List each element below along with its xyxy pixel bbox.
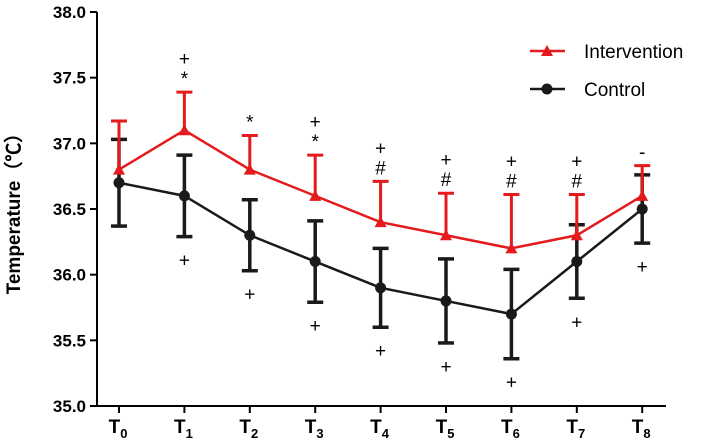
data-point <box>374 216 387 228</box>
data-point <box>636 203 648 215</box>
significance-mark: # <box>572 172 583 193</box>
x-tick-label-subscript: 4 <box>382 426 390 441</box>
x-tick-label-subscript: 1 <box>186 426 193 441</box>
x-tick-label-base: T <box>370 417 382 438</box>
legend-label: Intervention <box>584 42 683 63</box>
significance-mark: + <box>179 251 190 272</box>
significance-mark: + <box>571 152 582 173</box>
y-tick-label: 36.0 <box>53 266 86 285</box>
x-tick-label-base: T <box>174 417 186 438</box>
y-tick-label: 38.0 <box>53 3 86 22</box>
significance-mark: + <box>375 138 386 159</box>
significance-mark: + <box>440 357 451 378</box>
y-axis-title: Temperature（℃） <box>2 124 25 295</box>
significance-mark: # <box>506 172 517 193</box>
x-tick-label-subscript: 8 <box>643 426 650 441</box>
data-point <box>244 229 256 241</box>
significance-mark: + <box>506 373 517 394</box>
series-control <box>111 137 651 361</box>
annotations: +** +* +# +#+#+#-++++++++ <box>179 49 648 394</box>
data-point <box>440 295 452 307</box>
data-point <box>570 229 583 241</box>
x-tick-label-base: T <box>501 417 513 438</box>
x-tick-label-subscript: 2 <box>251 426 258 441</box>
data-point <box>375 282 387 294</box>
data-point <box>113 177 125 189</box>
x-tick-label: T4 <box>370 417 390 441</box>
y-tick-label: 37.5 <box>53 69 86 88</box>
y-tick-label: 37.0 <box>53 134 86 153</box>
data-point <box>505 242 518 254</box>
significance-mark: + <box>506 152 517 173</box>
significance-mark: + <box>310 316 321 337</box>
x-tick-label-base: T <box>239 417 251 438</box>
significance-mark: # <box>375 158 386 179</box>
x-tick-label: T3 <box>305 417 324 441</box>
data-point <box>178 190 190 202</box>
legend-marker <box>541 83 553 95</box>
significance-mark: * <box>311 132 319 153</box>
significance-mark: + <box>440 150 451 171</box>
y-tick-label: 36.5 <box>53 200 86 219</box>
y-tick-label: 35.0 <box>53 397 86 416</box>
y-tick-label: 35.5 <box>53 331 86 350</box>
x-tick-label: T8 <box>632 417 651 441</box>
x-tick-label: T6 <box>501 417 520 441</box>
x-tick-label-base: T <box>632 417 644 438</box>
data-point <box>636 189 649 201</box>
significance-mark: + <box>571 312 582 333</box>
legend: Intervention Control <box>530 42 683 101</box>
data-point <box>243 163 256 175</box>
x-tick-label-subscript: 0 <box>120 426 127 441</box>
x-tick-label: T1 <box>174 417 193 441</box>
significance-mark: + <box>244 285 255 306</box>
series-layer <box>111 90 651 361</box>
axes: 35.0 35.5 36.0 36.5 37.0 37.5 38.0 Temperature（… <box>2 3 666 441</box>
x-tick-label: T7 <box>566 417 585 441</box>
x-tick-label: T2 <box>239 417 258 441</box>
significance-mark: + <box>637 257 648 278</box>
x-tick-label-subscript: 6 <box>513 426 520 441</box>
data-point <box>309 256 321 268</box>
x-tick-label-base: T <box>566 417 578 438</box>
series-intervention <box>111 90 651 254</box>
significance-mark: # <box>441 170 452 191</box>
legend-label: Control <box>584 80 645 101</box>
x-tick-label-subscript: 3 <box>316 426 323 441</box>
x-tick-label-subscript: 5 <box>447 426 454 441</box>
data-point <box>571 256 583 268</box>
significance-mark: + <box>179 49 190 70</box>
significance-mark: + <box>375 341 386 362</box>
data-point <box>113 163 125 175</box>
data-point <box>309 189 322 201</box>
data-point <box>440 229 452 241</box>
significance-mark: + <box>310 112 321 133</box>
significance-mark: - <box>639 143 645 164</box>
x-tick-label-base: T <box>109 417 121 438</box>
x-tick-label: T0 <box>109 417 128 441</box>
x-tick-label: T5 <box>436 417 455 441</box>
data-point <box>178 124 191 136</box>
significance-mark: * <box>181 69 189 90</box>
significance-mark: * <box>246 112 254 133</box>
x-tick-label-base: T <box>305 417 317 438</box>
x-tick-label-subscript: 7 <box>578 426 585 441</box>
data-point <box>505 308 517 320</box>
x-tick-label-base: T <box>436 417 448 438</box>
legend-marker <box>541 45 553 56</box>
